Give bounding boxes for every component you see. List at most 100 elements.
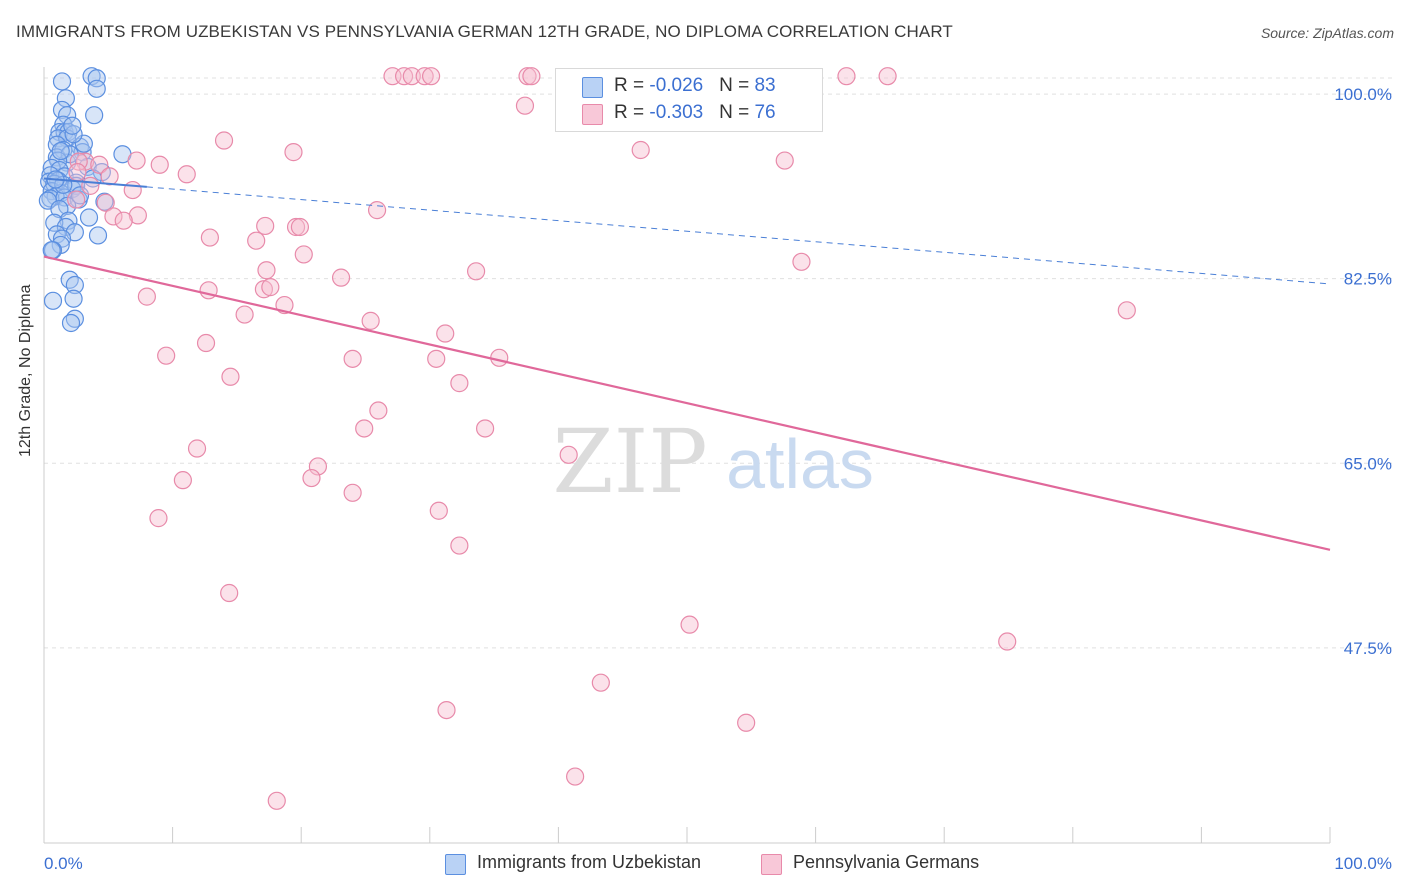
point-pa-german-15 [90, 155, 109, 174]
point-pa-german-57 [187, 439, 207, 458]
point-pa-german-36 [331, 268, 351, 287]
point-uzbekistan-42 [95, 192, 114, 211]
point-uzbekistan-47 [45, 213, 64, 232]
point-uzbekistan-45 [79, 208, 99, 227]
point-uzbekistan-68 [85, 106, 104, 125]
stats-legend: R = -0.026 N = 83 R = -0.303 N = 76 [555, 68, 823, 132]
point-pa-german-9 [631, 140, 650, 160]
chart-title: IMMIGRANTS FROM UZBEKISTAN VS PENNSYLVAN… [16, 22, 953, 41]
point-pa-german-18 [177, 165, 196, 184]
point-uzbekistan-67 [51, 141, 70, 161]
point-pa-german-35 [466, 262, 486, 281]
point-pa-german-22 [96, 193, 115, 212]
point-pa-german-21 [67, 190, 86, 209]
trend-pa-german [43, 255, 1331, 551]
point-pa-german-6 [515, 96, 535, 115]
point-pa-german-46 [196, 333, 216, 353]
point-pa-german-67 [998, 632, 1017, 651]
watermark: ZIP atlas [552, 410, 874, 513]
point-pa-german-4 [421, 67, 441, 86]
point-pa-german-26 [114, 211, 133, 230]
point-pa-german-45 [436, 324, 455, 343]
point-pa-german-1 [394, 67, 414, 86]
point-pa-german-49 [343, 349, 362, 368]
point-pa-german-37 [137, 287, 156, 306]
trend-uzbekistan-dashed [146, 186, 1331, 285]
pink-swatch-icon [761, 854, 782, 875]
point-uzbekistan-1 [87, 69, 106, 88]
point-pa-german-68 [591, 673, 610, 692]
point-pa-german-50 [427, 349, 446, 368]
point-pa-german-54 [355, 419, 374, 438]
y-tick-label-1: 65.0% [1344, 454, 1392, 473]
point-pa-german-12 [150, 155, 169, 174]
point-pa-german-73 [518, 67, 537, 86]
blue-swatch-icon [582, 77, 603, 98]
point-uzbekistan-56 [60, 270, 79, 289]
point-pa-german-16 [68, 163, 87, 182]
point-uzbekistan-2 [52, 72, 72, 91]
trend-uzbekistan-solid [43, 177, 147, 188]
point-pa-german-11 [127, 151, 146, 170]
point-pa-german-32 [294, 245, 313, 264]
x-tick-label-1: 100.0% [1334, 854, 1392, 873]
point-pa-german-10 [775, 151, 794, 170]
point-uzbekistan-51 [88, 226, 108, 245]
pink-swatch-icon [582, 104, 603, 125]
blue-swatch-icon [445, 854, 466, 875]
point-pa-german-58 [308, 457, 328, 476]
point-pa-german-7 [214, 131, 234, 150]
point-pa-german-17 [100, 167, 119, 186]
point-pa-german-51 [221, 367, 240, 386]
x-tick-label-0: 0.0% [44, 854, 83, 873]
point-uzbekistan-5 [52, 100, 72, 120]
point-pa-german-59 [173, 471, 192, 490]
point-pa-german-65 [220, 583, 239, 603]
point-pa-german-72 [267, 791, 286, 810]
tick-labels: 47.5% 65.0% 82.5% 100.0% 0.0% 100.0% [44, 85, 1392, 873]
point-pa-german-63 [149, 509, 168, 528]
point-pa-german-60 [302, 468, 321, 488]
point-pa-german-75 [878, 67, 897, 86]
point-pa-german-42 [235, 305, 254, 324]
point-pa-german-30 [200, 228, 219, 247]
point-pa-german-24 [104, 207, 123, 226]
watermark-zip: ZIP [552, 410, 707, 513]
point-pa-german-33 [792, 252, 811, 271]
point-uzbekistan-59 [43, 291, 63, 310]
point-pa-german-71 [566, 767, 585, 786]
source-label: Source: ZipAtlas.com [1260, 25, 1394, 41]
point-pa-german-44 [361, 311, 380, 330]
point-uzbekistan-61 [61, 313, 81, 333]
axes [43, 67, 1331, 844]
point-pa-german-3 [415, 67, 434, 86]
series-pa-german-points [67, 67, 1136, 810]
point-pa-german-2 [402, 67, 421, 86]
point-pa-german-25 [128, 206, 147, 225]
watermark-atlas: atlas [726, 425, 874, 503]
point-pa-german-70 [737, 713, 756, 732]
point-pa-german-28 [286, 217, 306, 237]
point-pa-german-55 [475, 419, 495, 438]
series-uzbekistan-points [38, 67, 132, 333]
point-uzbekistan-69 [63, 116, 82, 135]
point-pa-german-62 [429, 501, 448, 520]
point-pa-german-53 [369, 401, 388, 420]
point-uzbekistan-58 [64, 289, 83, 308]
point-pa-german-40 [261, 278, 280, 297]
point-pa-german-23 [367, 201, 387, 220]
trend-lines [43, 177, 1331, 551]
grid-lines [44, 77, 1392, 649]
point-uzbekistan-3 [87, 79, 106, 98]
point-pa-german-29 [290, 217, 310, 237]
point-pa-german-31 [247, 231, 266, 250]
point-pa-german-5 [837, 67, 856, 86]
point-uzbekistan-38 [41, 189, 60, 208]
point-pa-german-66 [680, 615, 699, 634]
point-pa-german-27 [256, 216, 275, 236]
point-pa-german-64 [450, 536, 469, 555]
y-tick-label-2: 82.5% [1344, 270, 1392, 289]
point-pa-german-47 [157, 346, 176, 365]
y-tick-label-3: 100.0% [1334, 85, 1392, 104]
